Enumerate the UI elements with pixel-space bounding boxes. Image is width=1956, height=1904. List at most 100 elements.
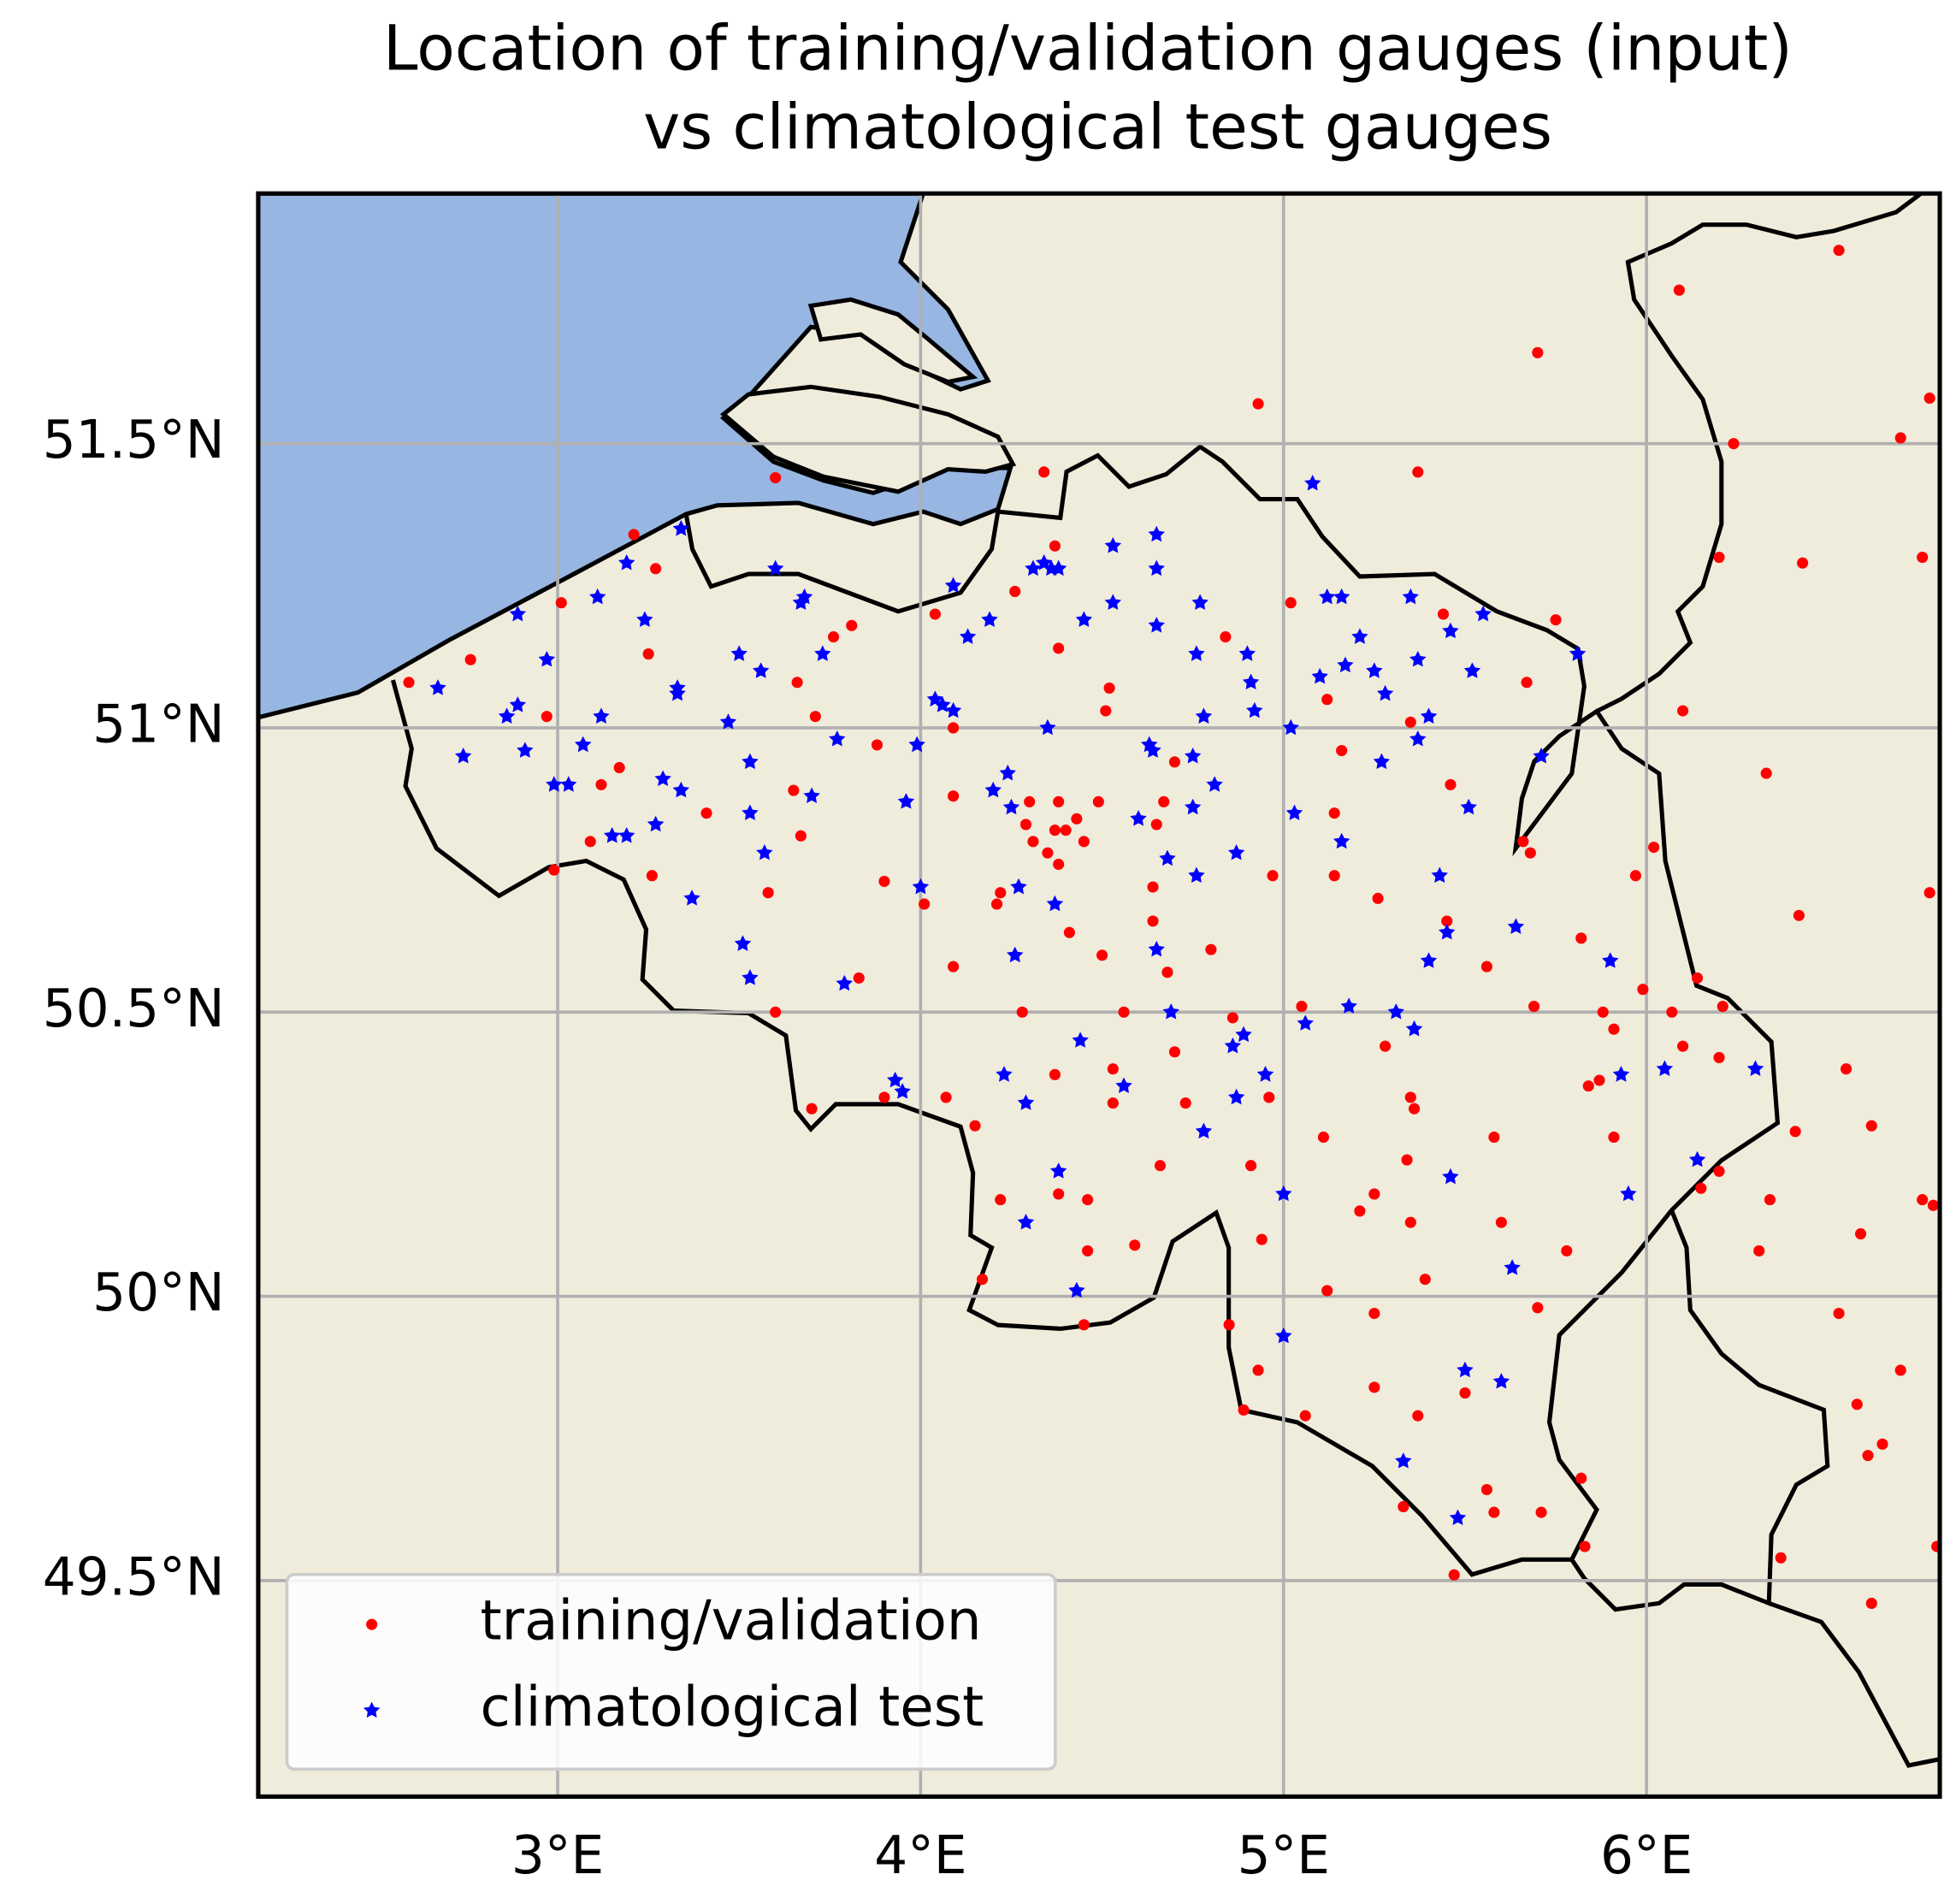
star-marker (1191, 594, 1208, 610)
legend: training/validation climatological test (285, 1572, 1057, 1771)
y-tick-label: 51°N (92, 695, 224, 755)
star-marker (1068, 1281, 1085, 1298)
dot-marker (1082, 1245, 1094, 1257)
x-tick-label: 4°E (874, 1825, 966, 1886)
dot-marker (919, 898, 931, 910)
dot-marker (1579, 1540, 1591, 1552)
star-marker (603, 826, 621, 843)
dot-marker (1161, 967, 1173, 979)
dot-marker (1865, 1597, 1877, 1610)
dot-marker (1321, 694, 1333, 706)
star-marker (1017, 1094, 1035, 1110)
star-marker (589, 588, 606, 605)
dot-marker (1019, 819, 1032, 831)
star-marker (1304, 474, 1321, 491)
dot-marker (1256, 1233, 1268, 1245)
dot-marker (1078, 836, 1090, 848)
dot-marker (1524, 847, 1536, 859)
dot-marker (788, 784, 800, 796)
star-marker (984, 781, 1002, 798)
star-marker (669, 684, 686, 701)
dot-marker (1775, 1552, 1787, 1564)
star-marker (981, 611, 998, 627)
dot-marker (1917, 1194, 1929, 1206)
dot-marker (1535, 1506, 1547, 1518)
star-marker (1620, 1185, 1637, 1202)
star-marker (1340, 997, 1357, 1014)
dot-marker (1150, 819, 1162, 831)
dot-marker (1840, 1063, 1853, 1075)
star-marker (618, 554, 635, 571)
dot-marker (1695, 1182, 1707, 1194)
legend-label: training/validation (481, 1589, 982, 1653)
x-tick-label: 5°E (1238, 1825, 1330, 1886)
dot-marker (584, 836, 596, 848)
dot-marker (1445, 778, 1457, 790)
star-marker (1148, 617, 1165, 633)
star-marker (1148, 525, 1165, 542)
dot-marker (1532, 346, 1544, 358)
dot-marker (1677, 1040, 1689, 1052)
legend-marker (366, 1618, 378, 1630)
dot-marker (1238, 1404, 1250, 1416)
dot-marker (1038, 466, 1050, 478)
dot-marker (1764, 1194, 1776, 1206)
star-marker (1148, 559, 1165, 577)
star-marker (1431, 866, 1448, 884)
points (403, 245, 1941, 1610)
dot-marker (1713, 1165, 1725, 1177)
star-marker (1395, 1452, 1412, 1469)
dot-marker (948, 961, 960, 973)
y-tick-label: 50.5°N (43, 979, 225, 1039)
star-marker (1049, 559, 1067, 577)
dot-marker (1267, 870, 1279, 882)
dot-marker (1053, 858, 1065, 871)
star-marker (752, 662, 770, 678)
star-marker (1185, 747, 1202, 764)
star-marker (1188, 645, 1205, 661)
star-marker (1569, 645, 1587, 661)
star-marker (1402, 588, 1419, 605)
star-marker (1227, 1088, 1245, 1105)
tick-labels: 3°E 4°E 5°E 6°E 49.5°N 50°N 50.5°N 51°N 51.5°N (43, 410, 1693, 1886)
dot-marker (1223, 1319, 1235, 1331)
dot-marker (1495, 1216, 1507, 1228)
dot-marker (770, 1006, 782, 1018)
dot-marker (1521, 677, 1533, 689)
star-marker (1507, 918, 1525, 934)
dot-marker (1380, 1040, 1392, 1052)
star-marker (1351, 628, 1368, 644)
border (1569, 1209, 1830, 1612)
star-marker (429, 679, 446, 695)
star-marker (1072, 1032, 1089, 1048)
star-marker (1420, 952, 1438, 968)
dot-marker (1060, 825, 1072, 837)
dot-marker (1437, 608, 1450, 620)
star-marker (1409, 730, 1427, 747)
chart-title: vs climatological test gauges (643, 91, 1552, 163)
dot-marker (1923, 887, 1935, 899)
dot-marker (1637, 984, 1649, 996)
dot-marker (1009, 585, 1021, 598)
star-marker (742, 969, 759, 985)
star-marker (1162, 1003, 1179, 1020)
dot-marker (1103, 682, 1115, 694)
dot-marker (1296, 1001, 1308, 1013)
star-marker (509, 696, 527, 713)
dot-marker (1118, 1006, 1130, 1018)
star-marker (546, 776, 563, 792)
dot-marker (613, 761, 625, 774)
dot-marker (1927, 1199, 1939, 1211)
star-marker (1104, 537, 1122, 553)
dot-marker (1797, 557, 1809, 569)
star-marker (1256, 1066, 1274, 1082)
dot-marker (1053, 1188, 1065, 1200)
dot-marker (1168, 1046, 1181, 1058)
dot-marker (1528, 1001, 1540, 1013)
star-marker (887, 1071, 904, 1088)
dot-marker (809, 711, 821, 723)
dot-marker (1793, 909, 1805, 921)
star-marker (734, 935, 752, 951)
